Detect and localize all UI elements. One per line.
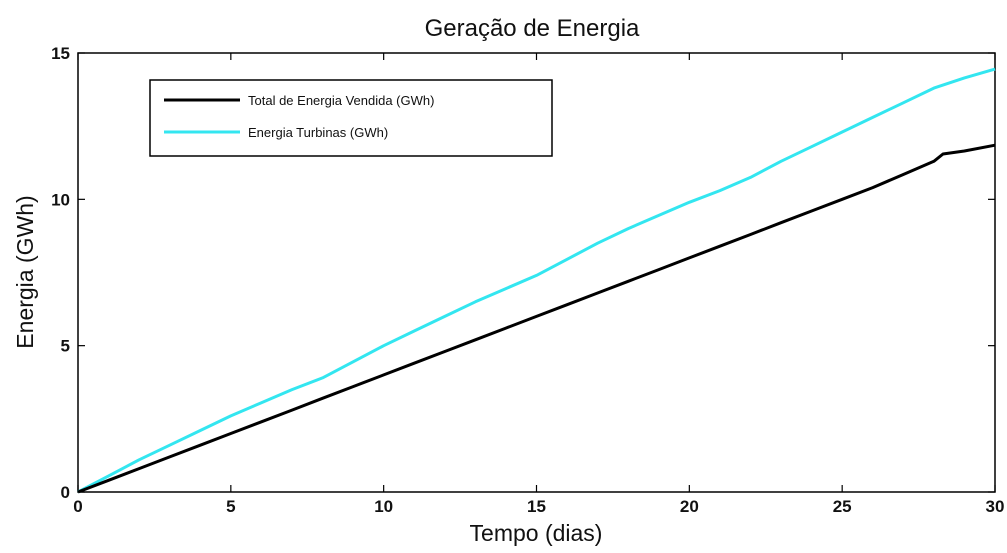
y-axis-label: Energia (GWh) [12, 195, 38, 348]
y-tick-label: 5 [61, 337, 70, 356]
x-tick-label: 15 [527, 497, 546, 516]
y-tick-label: 15 [51, 44, 70, 63]
x-tick-label: 20 [680, 497, 699, 516]
x-axis-ticks: 0 5 10 15 20 25 30 [73, 53, 1004, 516]
x-tick-label: 10 [374, 497, 393, 516]
x-tick-label: 0 [73, 497, 82, 516]
legend-label-energia-turbinas: Energia Turbinas (GWh) [248, 125, 388, 140]
series-line-total-energia-vendida [77, 143, 996, 494]
x-tick-label: 25 [833, 497, 852, 516]
legend-box [149, 79, 553, 157]
chart-title: Geração de Energia [425, 15, 640, 42]
series-line-energia-turbinas [77, 67, 996, 494]
legend: Total de Energia Vendida (GWh) Energia T… [149, 79, 553, 157]
legend-label-total-energia-vendida: Total de Energia Vendida (GWh) [248, 93, 434, 108]
y-tick-label: 10 [51, 190, 70, 209]
x-axis-label: Tempo (dias) [470, 520, 603, 546]
x-tick-label: 5 [226, 497, 235, 516]
series-lines [77, 67, 996, 494]
x-tick-label: 30 [986, 497, 1005, 516]
y-tick-label: 0 [61, 483, 70, 502]
